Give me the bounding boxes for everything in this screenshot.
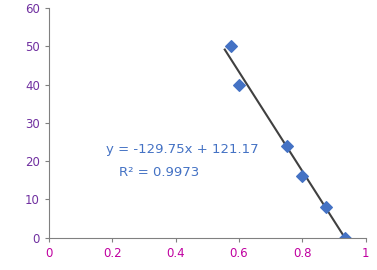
Point [228,44,234,49]
Point [323,205,329,209]
Point [236,82,242,87]
Point [299,174,305,178]
Text: R² = 0.9973: R² = 0.9973 [119,166,199,179]
Point [284,144,290,148]
Point [342,235,348,240]
Text: y = -129.75x + 121.17: y = -129.75x + 121.17 [106,143,259,156]
